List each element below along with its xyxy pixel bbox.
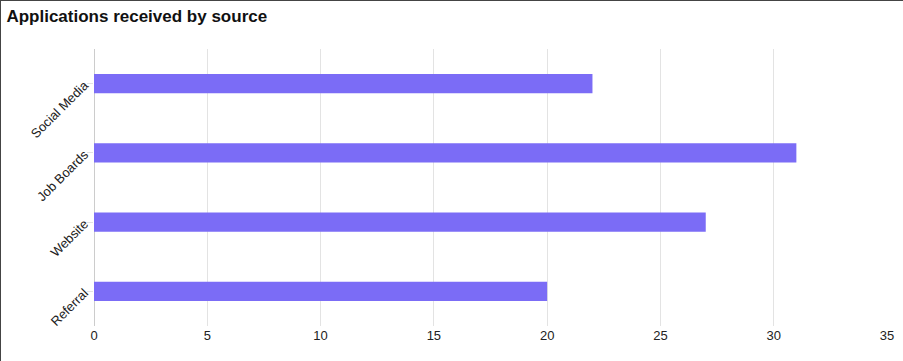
svg-text:20: 20	[540, 328, 554, 343]
svg-text:30: 30	[766, 328, 780, 343]
svg-text:15: 15	[427, 328, 441, 343]
svg-text:5: 5	[204, 328, 211, 343]
svg-text:0: 0	[90, 328, 97, 343]
svg-text:Social Media: Social Media	[28, 77, 92, 141]
svg-text:Referral: Referral	[48, 285, 91, 328]
svg-text:Job Boards: Job Boards	[34, 147, 91, 204]
svg-text:35: 35	[880, 328, 894, 343]
svg-text:Website: Website	[47, 216, 91, 260]
svg-text:10: 10	[313, 328, 327, 343]
svg-text:25: 25	[653, 328, 667, 343]
svg-text:Applications received by sourc: Applications received by source	[6, 7, 267, 26]
